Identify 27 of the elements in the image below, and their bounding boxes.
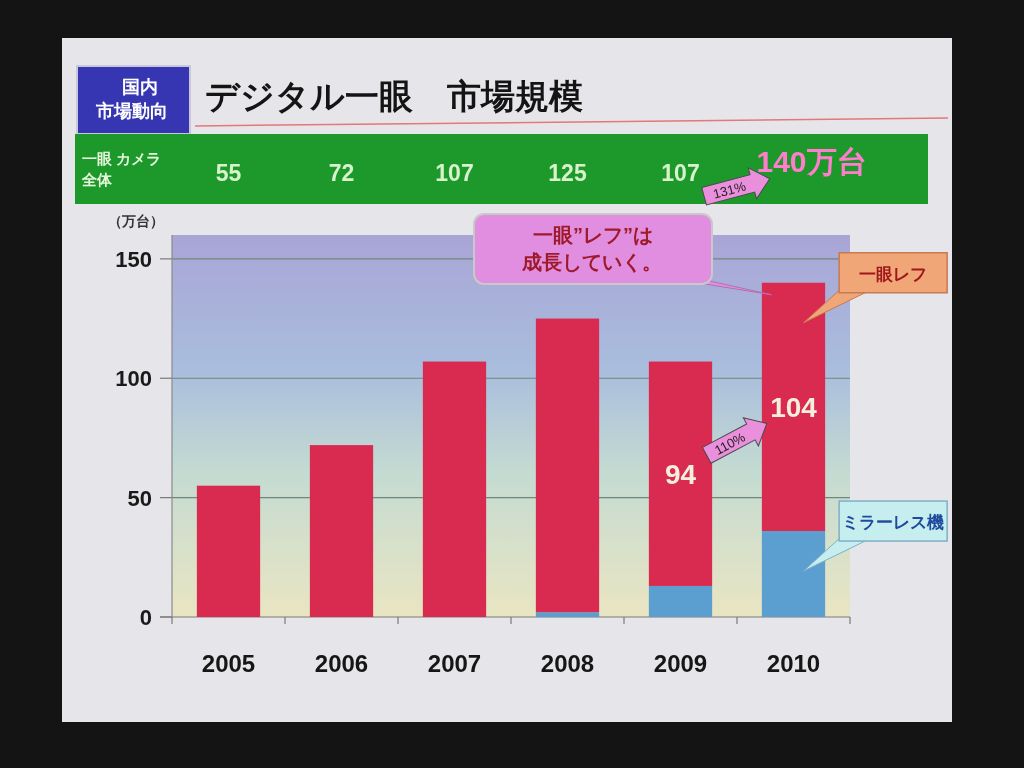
annotation: 107 [661, 160, 700, 186]
title: デジタル一眼 市場規模 [205, 77, 583, 115]
subtitle: 国内市場動向 [96, 76, 169, 123]
ytick-label: 0 [139, 605, 152, 630]
annotation: 131% [711, 178, 748, 202]
ytick-label: 150 [115, 246, 152, 272]
xtick-label: 2010 [766, 650, 821, 677]
annotation: 72 [328, 160, 355, 186]
annotation: 一眼”レフ”は成長していく。 [522, 223, 663, 275]
annotation: 55 [215, 160, 242, 186]
xtick-label: 2008 [540, 650, 595, 677]
annotation: 一眼 カメラ全体 [82, 149, 163, 190]
annotation: 125 [548, 160, 587, 186]
xtick-label: 2007 [427, 650, 482, 677]
annotation: 140万台 [756, 145, 867, 178]
annotation: 110% [712, 429, 748, 458]
series-name: ミラーレス機 [842, 513, 945, 533]
series-name: 一眼レフ [859, 264, 928, 284]
xtick-label: 2009 [653, 650, 708, 677]
ytick-label: 50 [127, 485, 152, 511]
xtick-label: 2006 [314, 650, 369, 677]
annotation: 107 [435, 160, 474, 186]
value-label: 94 [664, 458, 697, 490]
ylabel: （万台） [108, 213, 164, 229]
value-label: 104 [770, 391, 817, 423]
ytick-label: 100 [115, 366, 152, 392]
xtick-label: 2005 [201, 650, 256, 677]
